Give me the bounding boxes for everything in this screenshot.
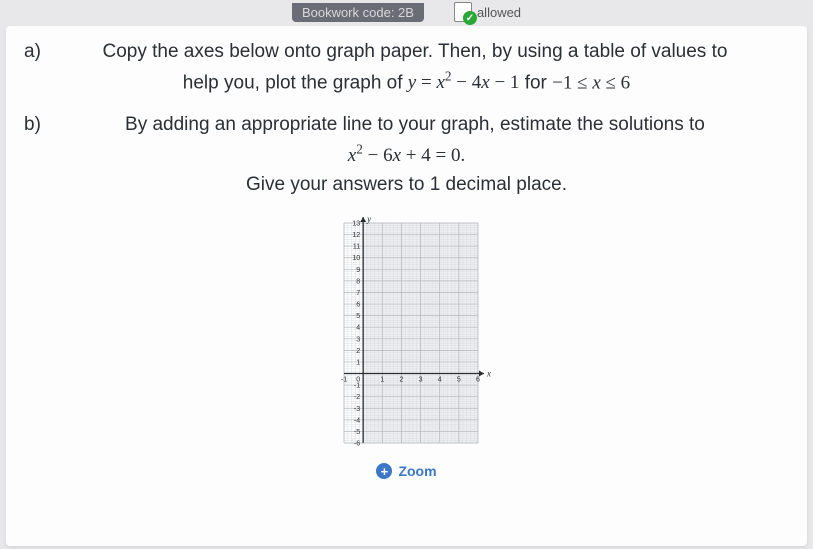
svg-text:7: 7: [356, 290, 360, 297]
calculator-label: allowed: [477, 5, 521, 20]
check-icon: ✓: [463, 11, 477, 25]
svg-text:4: 4: [356, 325, 360, 332]
svg-text:3: 3: [418, 377, 422, 384]
svg-text:-1: -1: [340, 377, 346, 384]
zoom-button[interactable]: + Zoom: [24, 463, 789, 479]
qb-line1: By adding an appropriate line to your gr…: [125, 114, 705, 135]
svg-text:x: x: [486, 369, 491, 379]
svg-text:2: 2: [399, 377, 403, 384]
svg-text:9: 9: [356, 267, 360, 274]
svg-text:11: 11: [352, 244, 359, 251]
svg-text:-6: -6: [353, 441, 359, 448]
header-bar: Bookwork code: 2B ✓ allowed: [0, 0, 813, 26]
qa-equation: y = x2 − 4x − 1: [408, 72, 520, 93]
svg-text:13: 13: [352, 221, 360, 228]
calculator-allowed: ✓ allowed: [454, 2, 521, 22]
svg-text:1: 1: [356, 360, 360, 367]
question-b: b) By adding an appropriate line to your…: [24, 111, 789, 199]
qa-domain-prefix: for: [525, 72, 552, 93]
svg-text:12: 12: [352, 232, 360, 239]
svg-text:-1: -1: [353, 383, 359, 390]
svg-text:3: 3: [356, 336, 360, 343]
svg-text:-4: -4: [353, 417, 359, 424]
chart-container: -10123456-6-5-4-3-2-112345678910111213xy: [24, 213, 789, 453]
question-a: a) Copy the axes below onto graph paper.…: [24, 38, 789, 97]
svg-text:2: 2: [356, 348, 360, 355]
qb-line3: Give your answers to 1 decimal place.: [246, 174, 567, 195]
zoom-label: Zoom: [398, 463, 436, 479]
svg-text:6: 6: [476, 377, 480, 384]
svg-text:1: 1: [380, 377, 384, 384]
svg-text:-2: -2: [353, 394, 359, 401]
svg-text:4: 4: [437, 377, 441, 384]
svg-text:6: 6: [356, 302, 360, 309]
svg-text:-5: -5: [353, 429, 359, 436]
svg-text:5: 5: [356, 313, 360, 320]
plus-icon: +: [376, 463, 392, 479]
svg-text:y: y: [366, 214, 371, 224]
svg-text:5: 5: [456, 377, 460, 384]
qa-domain: −1 ≤ x ≤ 6: [552, 72, 630, 93]
part-a-label: a): [24, 38, 41, 67]
qa-line1: Copy the axes below onto graph paper. Th…: [102, 41, 727, 62]
svg-text:-3: -3: [353, 406, 359, 413]
qa-line2-prefix: help you, plot the graph of: [183, 72, 408, 93]
calculator-icon: ✓: [454, 2, 472, 22]
svg-text:8: 8: [356, 279, 360, 286]
axes-chart: -10123456-6-5-4-3-2-112345678910111213xy: [322, 213, 492, 453]
svg-text:10: 10: [352, 255, 360, 262]
part-b-label: b): [24, 111, 41, 140]
qb-equation: x2 − 6x + 4 = 0.: [348, 145, 465, 166]
bookwork-code-pill: Bookwork code: 2B: [292, 3, 424, 22]
question-card: a) Copy the axes below onto graph paper.…: [6, 26, 807, 546]
